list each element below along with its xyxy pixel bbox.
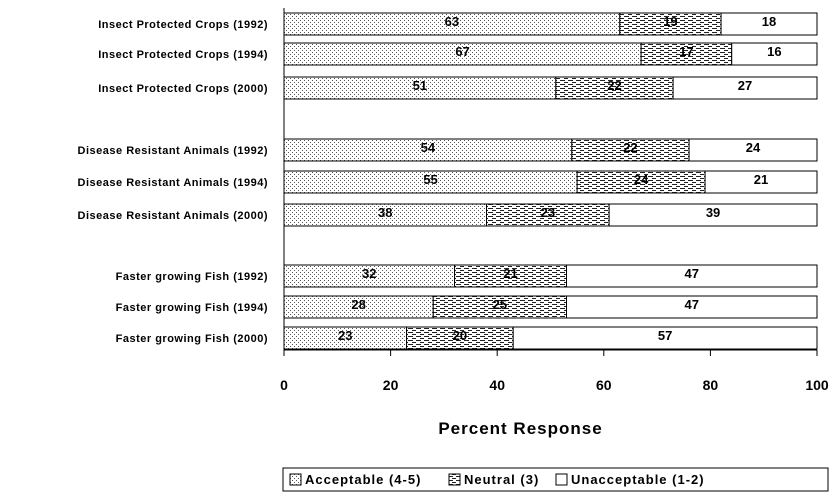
data-label: 27 bbox=[738, 78, 752, 93]
category-label: Disease Resistant Animals (1992) bbox=[78, 145, 268, 157]
x-axis-title: Percent Response bbox=[438, 419, 602, 438]
category-label: Insect Protected Crops (2000) bbox=[98, 83, 268, 95]
data-label: 32 bbox=[362, 266, 376, 281]
data-label: 28 bbox=[351, 297, 365, 312]
legend-label: Acceptable (4-5) bbox=[305, 472, 421, 487]
x-tick-label: 40 bbox=[489, 377, 505, 393]
legend-label: Unacceptable (1-2) bbox=[571, 472, 705, 487]
data-label: 57 bbox=[658, 328, 672, 343]
category-label: Disease Resistant Animals (1994) bbox=[78, 177, 268, 189]
data-label: 19 bbox=[663, 14, 677, 29]
data-label: 47 bbox=[685, 266, 699, 281]
data-label: 18 bbox=[762, 14, 776, 29]
data-label: 17 bbox=[679, 44, 693, 59]
data-label: 63 bbox=[445, 14, 459, 29]
data-label: 23 bbox=[338, 328, 352, 343]
x-tick-label: 20 bbox=[383, 377, 399, 393]
category-label: Faster growing Fish (2000) bbox=[116, 333, 268, 345]
bar-segment-unacceptable bbox=[565, 295, 818, 319]
bar-segment-unacceptable bbox=[672, 76, 818, 100]
x-tick-label: 100 bbox=[805, 377, 829, 393]
data-label: 51 bbox=[413, 78, 427, 93]
bar-segment-unacceptable bbox=[731, 42, 818, 66]
data-label: 20 bbox=[453, 328, 467, 343]
category-label: Faster growing Fish (1994) bbox=[116, 302, 268, 314]
data-label: 55 bbox=[423, 172, 437, 187]
bar-segment-unacceptable bbox=[608, 203, 818, 227]
data-label: 21 bbox=[503, 266, 517, 281]
x-axis: 0 20 40 60 80 100 bbox=[280, 8, 829, 393]
legend: Acceptable (4-5) Neutral (3) Unacceptable … bbox=[282, 467, 829, 492]
data-label: 38 bbox=[378, 205, 392, 220]
legend-swatch bbox=[448, 473, 461, 486]
data-label: 23 bbox=[541, 205, 555, 220]
data-label: 22 bbox=[607, 78, 621, 93]
bar-segment-unacceptable bbox=[512, 326, 818, 350]
data-label: 24 bbox=[746, 140, 761, 155]
legend-label: Neutral (3) bbox=[464, 472, 539, 487]
legend-swatch bbox=[555, 473, 568, 486]
category-label: Insect Protected Crops (1994) bbox=[98, 49, 268, 61]
legend-swatch bbox=[289, 473, 302, 486]
bar-segment-unacceptable bbox=[704, 170, 818, 194]
x-tick-label: 0 bbox=[280, 377, 288, 393]
data-label: 21 bbox=[754, 172, 768, 187]
data-label: 39 bbox=[706, 205, 720, 220]
plot-area: Insect Protected Crops (1992) 63 19 18 Insec… bbox=[78, 12, 818, 350]
category-label: Faster growing Fish (1992) bbox=[116, 271, 268, 283]
data-label: 67 bbox=[455, 44, 469, 59]
x-tick-label: 80 bbox=[703, 377, 719, 393]
data-label: 47 bbox=[685, 297, 699, 312]
data-label: 54 bbox=[421, 140, 436, 155]
category-label: Disease Resistant Animals (2000) bbox=[78, 210, 268, 222]
bar-segment-unacceptable bbox=[565, 264, 818, 288]
data-label: 16 bbox=[767, 44, 781, 59]
category-label: Insect Protected Crops (1992) bbox=[98, 19, 268, 31]
data-label: 24 bbox=[634, 172, 649, 187]
bar-segment-unacceptable bbox=[720, 12, 818, 36]
bar-segment-unacceptable bbox=[688, 138, 818, 162]
x-tick-label: 60 bbox=[596, 377, 612, 393]
data-label: 25 bbox=[493, 297, 507, 312]
data-label: 22 bbox=[623, 140, 637, 155]
